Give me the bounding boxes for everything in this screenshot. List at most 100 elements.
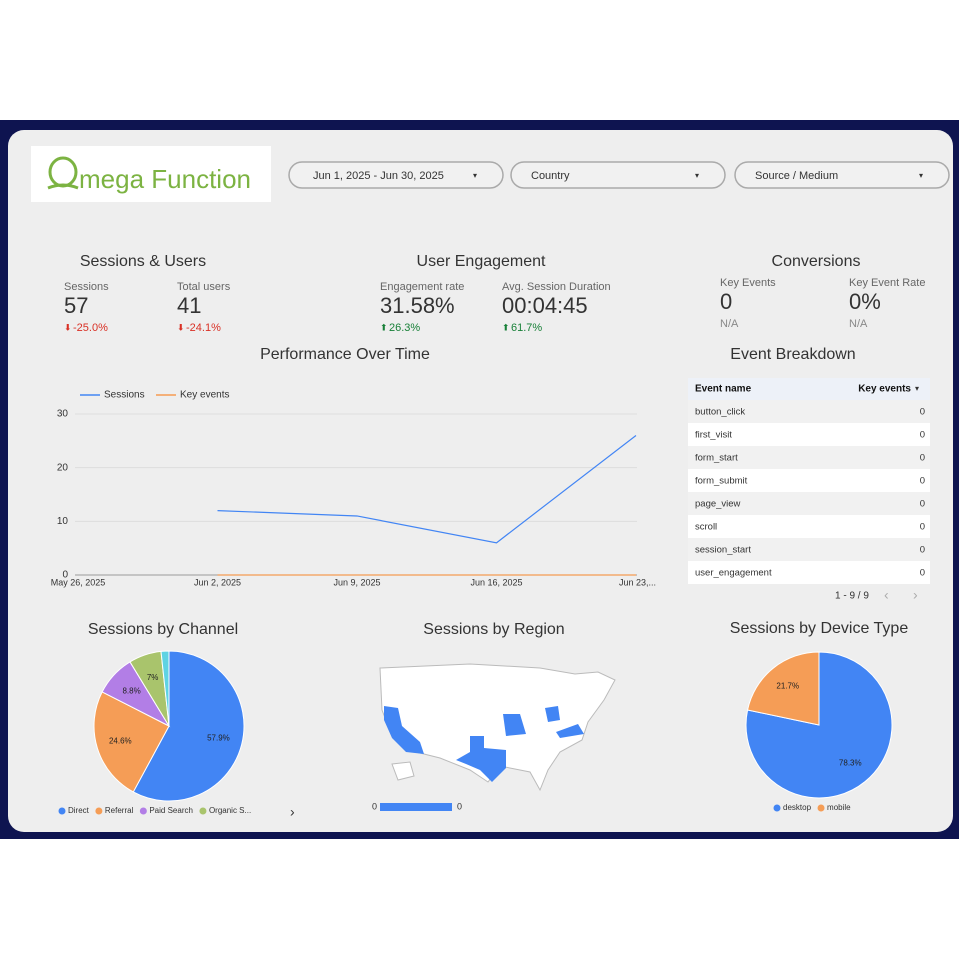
metric-value: 0 (720, 289, 732, 314)
legend-dot (139, 807, 147, 815)
cell: scroll (695, 522, 717, 533)
filter-label: Jun 1, 2025 - Jun 30, 2025 (313, 170, 444, 182)
cell: 0 (920, 522, 925, 533)
cell: button_click (695, 407, 745, 418)
legend-label: desktop (783, 803, 812, 812)
metric-value: 57 (64, 293, 88, 318)
slice-label: 78.3% (839, 759, 862, 768)
table-row (688, 423, 930, 446)
legend-dot (58, 807, 66, 815)
legend-label: Referral (105, 806, 134, 815)
legend-dot (817, 804, 825, 812)
legend-label: mobile (827, 803, 851, 812)
cell: form_start (695, 453, 738, 464)
metric-note: N/A (849, 318, 868, 330)
legend-label: Paid Search (149, 806, 193, 815)
filter-pill[interactable] (510, 161, 726, 189)
pie-slice (746, 651, 820, 726)
cell: 0 (920, 430, 925, 441)
filter-caret: ▾ (695, 171, 699, 180)
pie-slice (160, 650, 170, 727)
table-row (688, 492, 930, 515)
metric-arrow: ⬆ (502, 322, 510, 332)
panel (8, 130, 953, 832)
table-row (688, 446, 930, 469)
cell: first_visit (695, 430, 732, 441)
metric-label: Key Events (720, 277, 776, 289)
cell: 0 (920, 499, 925, 510)
region-oh (545, 706, 560, 722)
map-title: Sessions by Region (423, 621, 564, 638)
legend-dot (95, 807, 103, 815)
cell: page_view (695, 499, 741, 510)
map-legend-bar (380, 803, 452, 811)
metric-arrow: ⬆ (380, 322, 388, 332)
metric-value: 0% (849, 289, 881, 314)
pagination: 1 - 9 / 9 (835, 591, 869, 602)
y-tick-label: 20 (57, 462, 69, 473)
chart-title: Sessions by Channel (88, 621, 238, 638)
metric-arrow: ⬇ (177, 322, 185, 332)
us-map (379, 663, 616, 792)
filter-pill[interactable] (288, 161, 504, 189)
table-title: Event Breakdown (730, 346, 855, 363)
logo-swoosh (47, 183, 79, 190)
page-prev[interactable]: ‹ (884, 587, 889, 603)
filter-label: Country (531, 170, 570, 182)
x-tick-label: Jun 2, 2025 (194, 577, 241, 587)
metric-change: -25.0% (73, 322, 108, 334)
metric-label: Key Event Rate (849, 277, 925, 289)
region-ca (384, 706, 424, 754)
x-tick-label: Jun 16, 2025 (470, 577, 522, 587)
table-row (688, 400, 930, 423)
section-title: User Engagement (417, 253, 547, 270)
table-row (688, 561, 930, 584)
y-tick-label: 10 (57, 516, 69, 527)
metric-label: Engagement rate (380, 281, 464, 293)
legend-label: Direct (68, 806, 90, 815)
slice-label: 8.8% (122, 686, 140, 695)
table-row (688, 515, 930, 538)
legend-next[interactable]: › (290, 804, 295, 820)
legend-label: Key events (180, 390, 229, 401)
region-tx (456, 736, 506, 782)
legend-dot (199, 807, 207, 815)
legend-dot (773, 804, 781, 812)
logo-text: mega Function (79, 164, 251, 194)
cell: 0 (920, 545, 925, 556)
metric-note: N/A (720, 318, 739, 330)
x-tick-label: May 26, 2025 (51, 577, 106, 587)
column-header[interactable]: Key events (858, 384, 911, 395)
metric-change: -24.1% (186, 322, 221, 334)
pie-slice (132, 650, 245, 802)
metric-value: 31.58% (380, 293, 455, 318)
filter-caret: ▾ (473, 171, 477, 180)
metric-arrow: ⬇ (64, 322, 72, 332)
y-tick-label: 30 (57, 409, 69, 420)
y-tick-label: 0 (62, 570, 68, 581)
cell: 0 (920, 476, 925, 487)
page-next[interactable]: › (913, 587, 918, 603)
column-header: Event name (695, 384, 752, 395)
chart-title: Performance Over Time (260, 346, 430, 363)
pie-slice (745, 651, 893, 799)
filter-pill[interactable] (734, 161, 950, 189)
legend-label: Organic S... (209, 806, 251, 815)
region-va (556, 724, 584, 738)
table-row (688, 469, 930, 492)
metric-label: Avg. Session Duration (502, 281, 611, 293)
table-row (688, 538, 930, 561)
cell: 0 (920, 407, 925, 418)
slice-label: 57.9% (207, 734, 230, 743)
logo-box (31, 146, 271, 202)
slice-label: 24.6% (109, 736, 132, 745)
map-legend-min: 0 (372, 801, 377, 811)
metric-value: 00:04:45 (502, 293, 588, 318)
chart-title: Sessions by Device Type (730, 620, 909, 637)
section-title: Conversions (772, 253, 861, 270)
slice-label: 7% (147, 673, 159, 682)
metric-change: 26.3% (389, 322, 420, 334)
metric-label: Sessions (64, 281, 109, 293)
map-legend-max: 0 (457, 801, 462, 811)
